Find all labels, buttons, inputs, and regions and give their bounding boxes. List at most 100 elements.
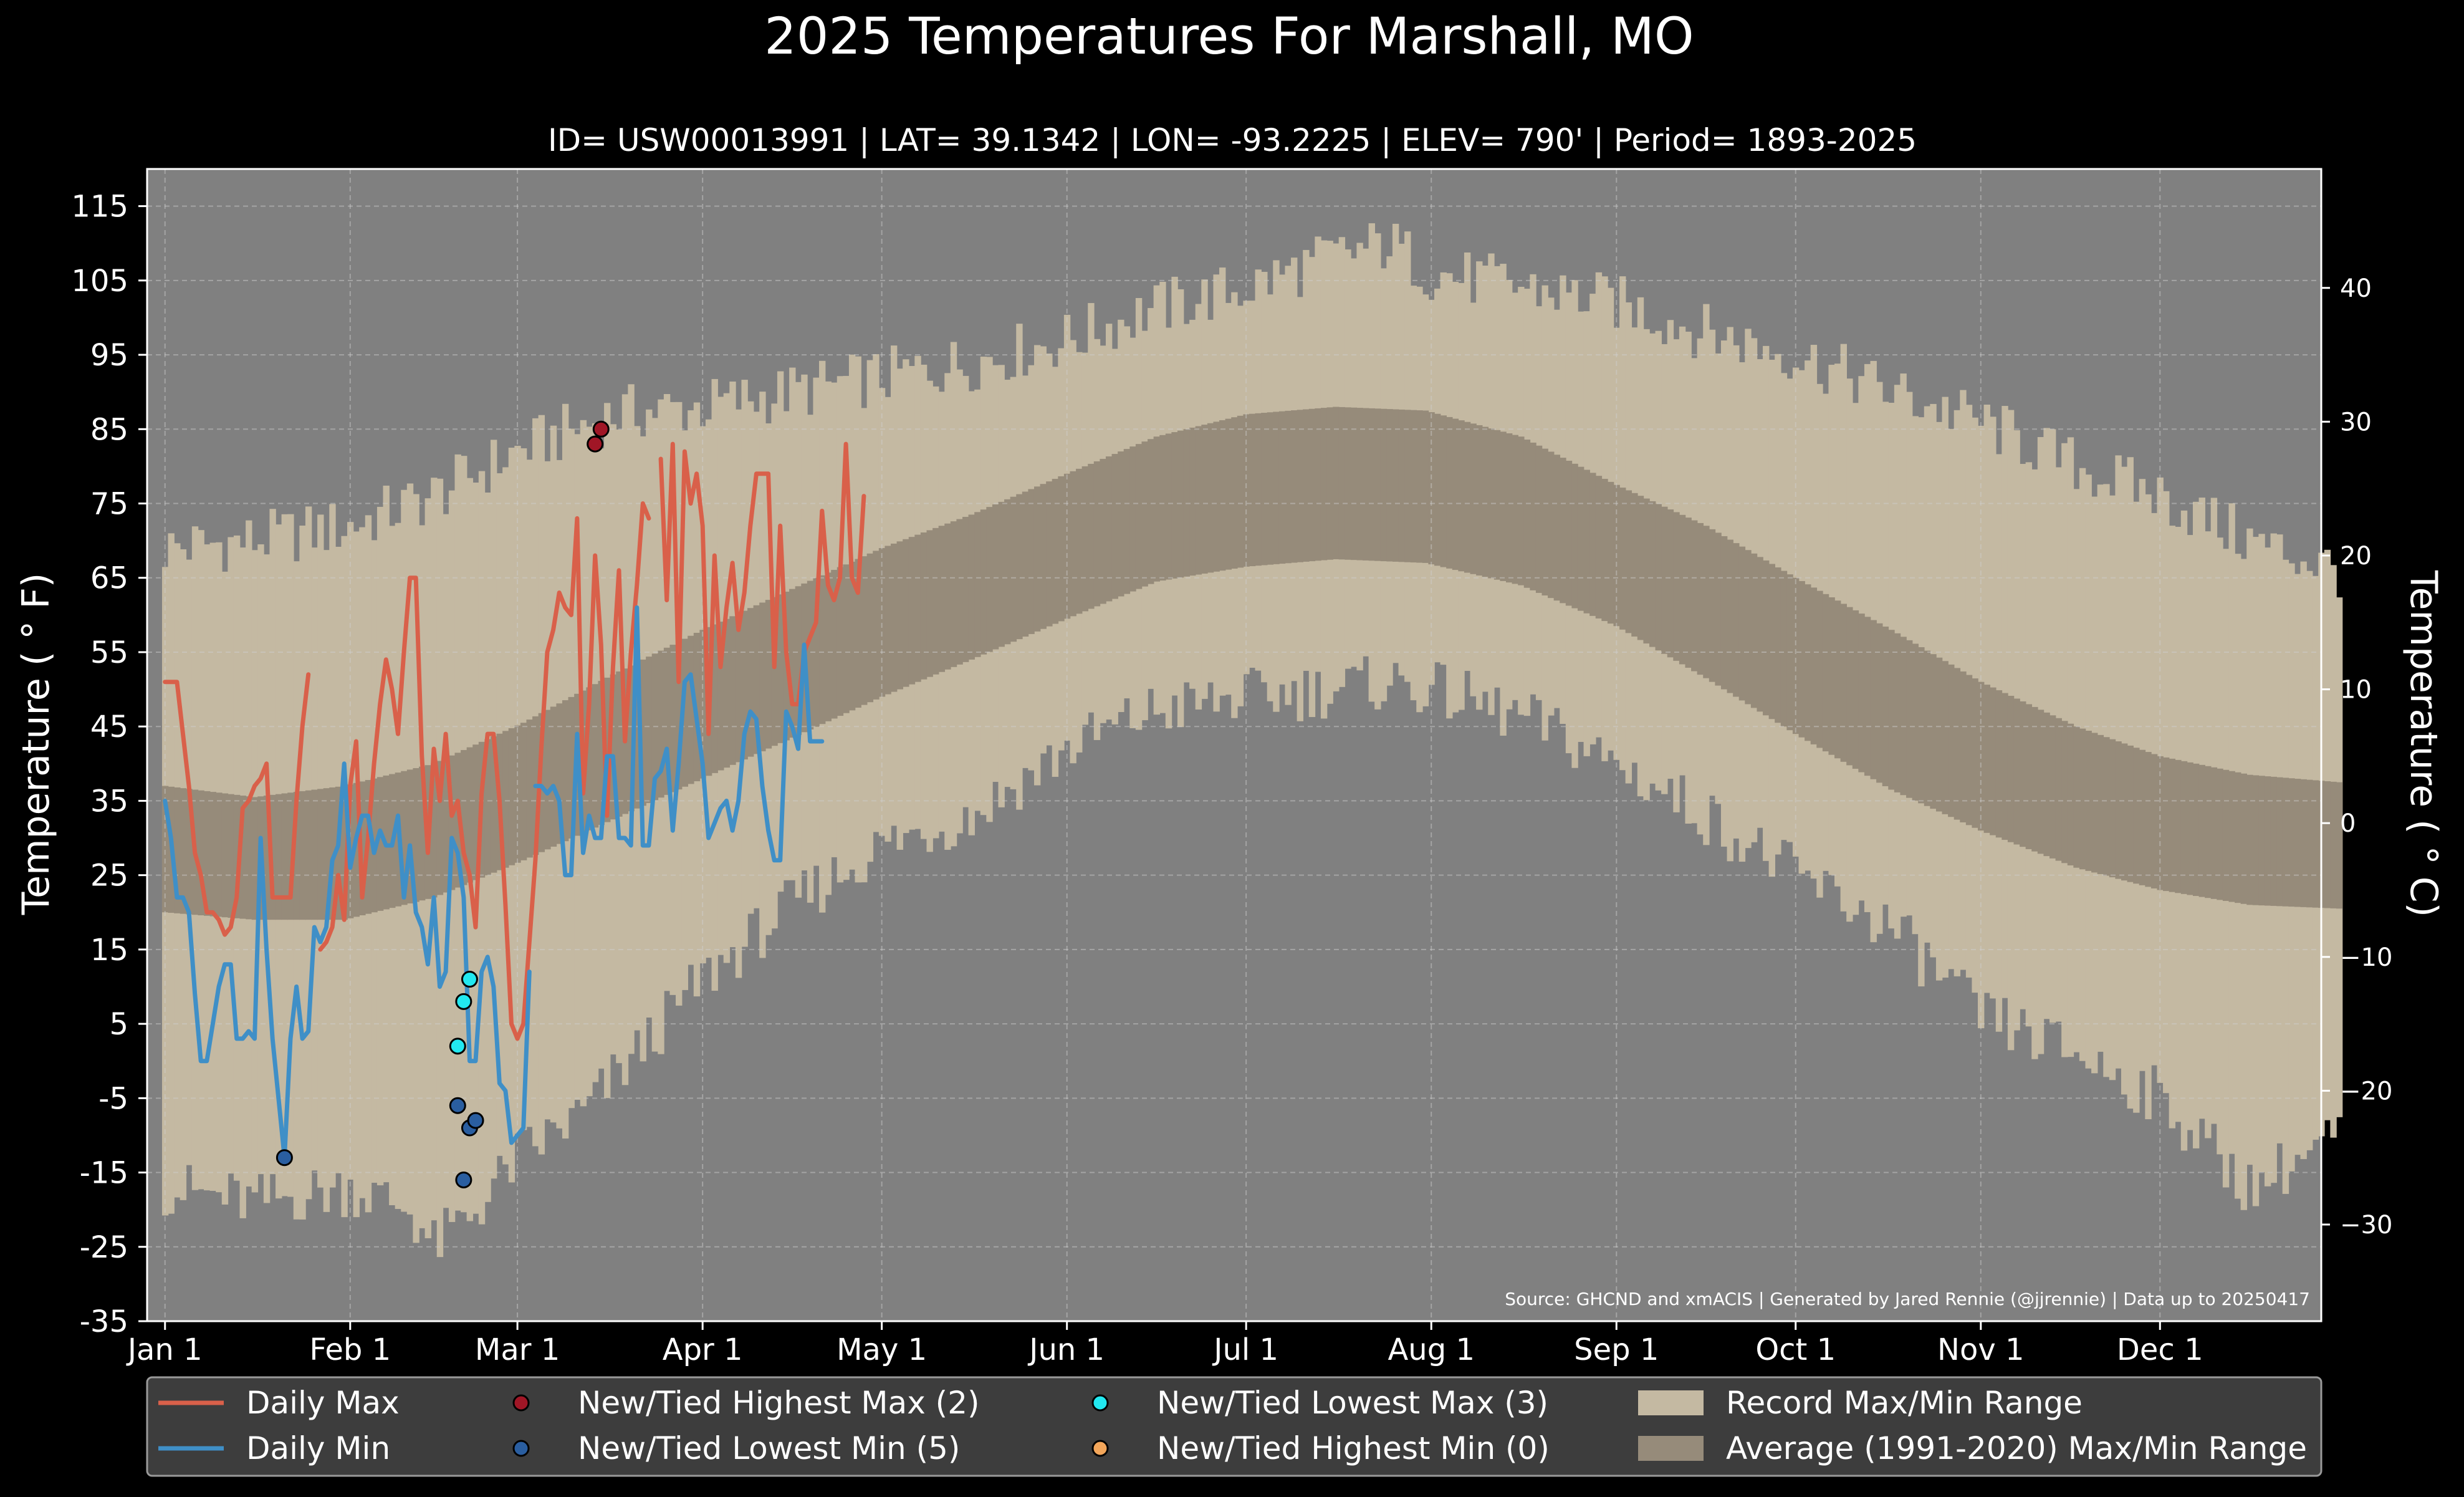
average-range-bar [1488,428,1495,579]
average-range-bar [2258,776,2265,906]
average-range-bar [598,681,605,825]
average-range-bar [2085,731,2092,871]
average-range-bar [2121,743,2128,881]
average-range-bar [2115,741,2122,879]
average-range-bar [980,509,987,655]
average-range-bar [1541,448,1548,596]
average-range-bar [1088,463,1095,609]
average-range-bar [246,796,252,920]
average-range-bar [490,736,497,873]
average-range-bar [1111,454,1118,599]
average-range-bar [819,575,826,724]
average-range-bar [711,624,718,773]
average-range-bar [1452,418,1459,570]
average-range-bar [2180,761,2188,894]
average-range-bar [1995,690,2003,838]
x-tick-label: Jan 1 [126,1332,203,1367]
average-range-bar [1148,439,1154,584]
source-note: Source: GHCND and xmACIS | Generated by … [1505,1289,2310,1309]
average-range-bar [216,792,223,917]
average-range-bar [329,787,336,920]
average-range-bar [2252,775,2260,905]
average-range-bar [1583,469,1590,614]
average-range-bar [2282,777,2289,907]
legend-box-swatch [1638,1390,1704,1415]
average-range-bar [1058,476,1065,622]
legend-dot-swatch [1091,1440,1109,1457]
legend-label: New/Tied Lowest Max (3) [1157,1385,1548,1421]
average-range-bar [1840,604,1847,762]
average-range-bar [1691,520,1698,671]
average-range-bar [681,638,689,787]
legend-box [146,1376,2323,1477]
average-range-bar [1458,420,1465,572]
average-range-bar [747,608,754,757]
average-range-bar [873,551,880,700]
average-range-bar [777,594,784,743]
average-range-bar [1033,486,1041,632]
average-range-bar [1858,614,1865,773]
y-tick-label: 25 [90,859,128,893]
average-range-bar [1482,426,1489,577]
average-range-bar [1631,493,1638,637]
average-range-bar [1972,678,1978,828]
average-range-bar [866,553,874,703]
average-range-bar [1326,407,1333,560]
average-range-bar [228,794,234,918]
average-range-bar [443,758,449,893]
average-range-bar [1960,671,1967,822]
average-range-bar [1081,466,1089,612]
average-range-bar [305,790,312,920]
average-range-bar [2043,712,2050,857]
average-range-bar [855,559,861,708]
average-range-bar [1267,412,1274,565]
average-range-bar [938,526,946,672]
average-range-bar [843,564,850,713]
average-range-bar [1434,413,1441,566]
average-range-bar [1345,407,1351,560]
y2-tick-label: 10 [2340,676,2372,705]
average-range-bar [413,768,419,902]
average-range-bar [651,653,659,801]
average-range-bar [1093,461,1101,607]
chart-subtitle: ID= USW00013991 | LAT= 39.1342 | LON= -9… [548,122,1917,158]
marker-lowest-max [449,1037,466,1055]
average-range-bar [1738,546,1746,701]
y2-tick-label: 0 [2340,809,2356,838]
average-range-bar [1822,594,1829,752]
average-range-bar [1637,496,1644,640]
average-range-bar [2079,728,2086,870]
average-range-bar [992,504,999,650]
average-range-bar [221,793,229,918]
average-range-bar [1882,626,1889,786]
y-axis-label-left: Temperature ( ° F) [14,573,58,916]
average-range-bar [2205,766,2212,898]
average-range-bar [1440,415,1447,567]
average-range-bar [2097,734,2104,874]
average-range-bar [1935,657,1943,812]
average-range-bar [2025,704,2033,849]
average-range-bar [1123,449,1131,594]
average-range-bar [514,725,521,863]
average-range-bar [908,537,916,685]
average-range-bar [1297,410,1303,562]
x-tick-label: May 1 [837,1332,927,1367]
marker-highest-max [587,435,604,453]
average-range-bar [2127,745,2134,882]
x-tick-label: Sep 1 [1574,1332,1659,1367]
record-markers [276,420,610,1188]
average-range-bar [1912,643,1919,801]
legend: Daily Max New/Tied Highest Max (2) New/Tie… [158,1385,2307,1466]
average-range-bar [1380,408,1388,562]
average-range-bar [986,507,993,652]
average-range-bar [1571,463,1578,609]
average-range-bar [1285,410,1292,564]
average-range-bar [484,739,491,875]
average-range-bar [466,747,474,883]
average-range-bar [1816,590,1823,748]
average-range-bar [1350,407,1358,561]
average-range-bar [825,572,832,721]
average-range-bar [1518,436,1525,585]
average-range-bar [1356,408,1363,561]
average-range-bar [299,791,306,920]
